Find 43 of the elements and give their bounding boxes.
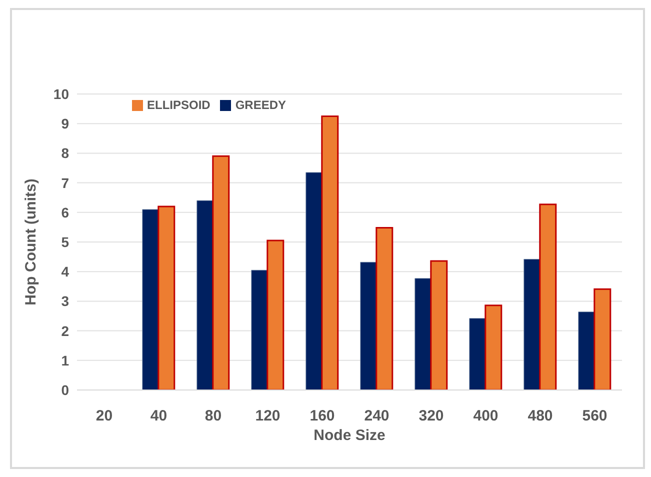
y-tick-label: 9 <box>61 116 70 132</box>
y-tick-label: 10 <box>53 86 70 102</box>
x-tick-label: 160 <box>310 408 335 425</box>
y-tick-label: 7 <box>61 174 70 191</box>
legend-label: ELLIPSOID <box>147 98 210 112</box>
x-tick-label: 20 <box>96 408 113 425</box>
bar <box>196 200 214 390</box>
legend-label: GREEDY <box>235 98 286 112</box>
y-tick-label: 3 <box>61 293 70 310</box>
bar <box>539 204 557 390</box>
x-tick-label: 480 <box>528 408 553 425</box>
bar <box>430 260 448 390</box>
x-tick-label: 400 <box>473 408 498 425</box>
bar <box>524 258 540 390</box>
y-tick-label: 8 <box>61 145 70 162</box>
bar <box>594 288 612 390</box>
bar <box>212 155 230 390</box>
bar <box>158 206 176 390</box>
bar <box>376 227 394 390</box>
y-tick-label: 0 <box>61 382 70 398</box>
bar <box>414 278 432 390</box>
bar <box>578 312 595 390</box>
y-axis-title: Hop Count (units) <box>22 178 40 306</box>
y-tick-label: 5 <box>61 234 70 250</box>
y-tick-label: 6 <box>61 204 70 220</box>
x-tick-label: 240 <box>364 408 390 425</box>
x-tick-label: 40 <box>150 408 168 425</box>
x-tick-label: 560 <box>582 408 608 425</box>
x-tick-label: 320 <box>418 408 444 425</box>
bar <box>266 240 284 390</box>
x-tick-label: 80 <box>204 408 222 425</box>
y-tick-label: 4 <box>61 264 70 280</box>
x-axis-title: Node Size <box>314 427 386 444</box>
bar <box>306 172 322 390</box>
bar <box>251 270 268 390</box>
bar <box>142 209 159 390</box>
bar <box>321 115 339 390</box>
x-tick-label: 120 <box>255 408 280 425</box>
y-tick-label: 2 <box>61 322 70 339</box>
bar <box>469 318 486 390</box>
y-tick-label: 1 <box>61 352 70 368</box>
bar <box>484 304 502 390</box>
bar <box>360 262 377 390</box>
